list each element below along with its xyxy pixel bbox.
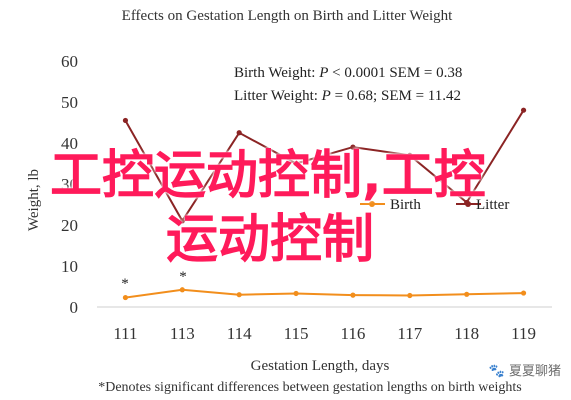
legend-litter-label: Litter <box>476 197 509 213</box>
stat-litter: Litter Weight: P = 0.68; SEM = 11.42 <box>234 88 461 104</box>
point-litter-114 <box>236 130 242 136</box>
legend-birth-marker <box>369 201 375 207</box>
y-tick-label-1: 10 <box>61 257 78 276</box>
point-litter-111 <box>122 117 129 124</box>
watermark: 🐾 夏夏聊猪 <box>488 364 561 379</box>
significance-marker-111: * <box>121 276 129 292</box>
series-layer <box>122 107 527 301</box>
x-tick-label-113: 113 <box>170 324 195 343</box>
point-birth-115 <box>293 290 299 297</box>
stat-birth: Birth Weight: P < 0.0001 SEM = 0.38 <box>234 65 462 81</box>
point-litter-117 <box>407 152 413 158</box>
point-birth-113 <box>179 287 185 293</box>
x-axis-ticks: 111 113 114 115 116 117 118 119 <box>113 324 536 343</box>
x-tick-label-117: 117 <box>397 324 422 343</box>
y-tick-label-3: 30 <box>61 175 78 194</box>
x-axis-label: Gestation Length, days <box>251 358 390 374</box>
point-litter-116 <box>350 144 356 150</box>
point-litter-119 <box>520 107 527 113</box>
point-birth-114 <box>236 292 242 298</box>
overlay-caption-line-1: 工控运动控制,工控 <box>50 146 486 206</box>
y-tick-label-5: 50 <box>61 93 78 112</box>
y-tick-label-6: 60 <box>61 52 78 71</box>
x-tick-label-119: 119 <box>511 324 536 343</box>
point-birth-111 <box>122 294 129 301</box>
x-tick-label-116: 116 <box>341 324 366 343</box>
y-tick-label-4: 40 <box>61 134 78 153</box>
series-line-birth <box>125 288 524 299</box>
point-birth-118 <box>464 291 470 297</box>
legend-litter-marker <box>465 201 471 207</box>
point-birth-117 <box>407 292 413 299</box>
point-litter-115 <box>293 160 299 167</box>
watermark-text: 夏夏聊猪 <box>508 364 561 379</box>
y-axis-ticks: 0 10 20 30 40 50 60 <box>61 52 78 317</box>
footnote: *Denotes significant differences between… <box>98 380 522 395</box>
chart-title: Effects on Gestation Length on Birth and… <box>122 8 453 24</box>
y-tick-label-2: 20 <box>61 216 78 235</box>
x-tick-label-111: 111 <box>113 324 137 343</box>
point-birth-116 <box>350 292 356 298</box>
overlay-caption-line-2: 运动控制 <box>166 210 375 270</box>
legend: Birth Litter <box>360 197 509 213</box>
point-birth-119 <box>520 290 527 296</box>
legend-birth-label: Birth <box>390 197 421 213</box>
significance-marker-113: * <box>179 269 187 285</box>
series-line-litter <box>124 109 525 223</box>
y-axis-label: Weight, lb <box>26 169 42 231</box>
x-tick-label-114: 114 <box>227 324 252 343</box>
x-tick-label-118: 118 <box>454 324 479 343</box>
x-tick-label-115: 115 <box>284 324 309 343</box>
point-litter-113 <box>179 218 185 224</box>
y-tick-label-0: 0 <box>70 298 79 317</box>
